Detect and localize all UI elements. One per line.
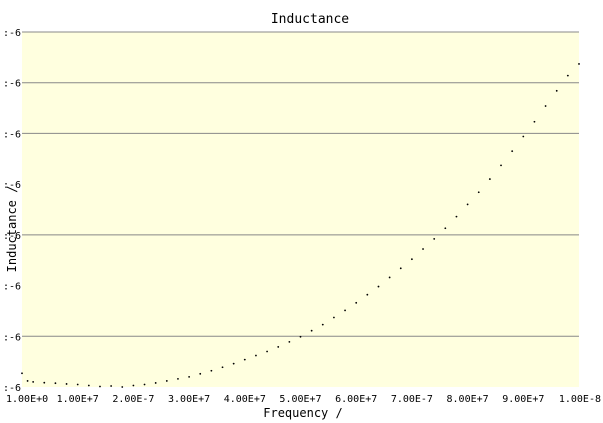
data-point: [299, 335, 302, 338]
data-point: [232, 362, 235, 365]
data-point: [32, 381, 35, 383]
data-point: [566, 74, 569, 77]
x-tick-label: 8.00E+7: [447, 394, 489, 405]
data-point: [199, 372, 202, 375]
data-point: [87, 384, 90, 387]
data-point: [321, 323, 324, 326]
x-tick-labels: 1.00E+0 1.00E+7 2.00E-7 3.00E+7 4.00E+7 5.00E…: [6, 394, 601, 405]
y-tick-label: :-6: [3, 282, 21, 293]
data-point: [26, 380, 29, 382]
data-point: [310, 329, 313, 332]
y-tick-label: :-6: [3, 129, 21, 140]
data-point: [511, 150, 514, 153]
data-point: [54, 382, 57, 385]
data-point: [132, 384, 135, 387]
data-point: [210, 369, 213, 372]
data-point: [277, 346, 280, 348]
data-point: [500, 164, 502, 167]
x-tick-label: 1.00E+7: [57, 394, 99, 405]
plot-area: [22, 32, 579, 387]
data-point: [444, 227, 447, 230]
data-point: [433, 238, 436, 240]
y-tick-labels: :-6 :-6 :-6 :-6 :-6 :-6 :-6 :-6: [3, 28, 21, 394]
data-point: [121, 386, 124, 388]
data-point: [110, 385, 113, 387]
data-point: [466, 203, 469, 206]
x-tick-label: 6.00E+7: [335, 394, 377, 405]
data-point: [522, 135, 525, 138]
data-point: [422, 248, 424, 250]
data-point: [243, 358, 246, 361]
data-point: [477, 191, 480, 194]
data-point: [377, 285, 380, 288]
y-tick-label: :-6: [3, 180, 21, 191]
data-point: [555, 89, 558, 92]
data-point: [533, 120, 536, 123]
x-tick-label: 7.00E-7: [391, 394, 433, 405]
y-tick-label: :-6: [3, 28, 21, 39]
x-tick-label: 1.00E-8: [559, 394, 601, 405]
data-point: [255, 354, 257, 357]
data-point: [154, 382, 157, 384]
x-axis-label: Frequency /: [263, 406, 342, 420]
data-point: [165, 380, 168, 382]
data-point: [221, 366, 224, 369]
y-tick-label: :-6: [3, 231, 21, 242]
data-point: [399, 267, 402, 270]
data-point: [43, 381, 46, 384]
gridlines: [22, 31, 579, 337]
y-tick-label: :-6: [3, 79, 21, 90]
data-point: [388, 276, 391, 279]
data-point: [578, 63, 580, 65]
x-tick-label: 3.00E+7: [168, 394, 210, 405]
y-tick-label: :-6: [3, 332, 21, 343]
data-point: [21, 372, 23, 375]
data-point: [266, 350, 268, 353]
data-point: [65, 383, 68, 385]
data-point: [455, 215, 458, 218]
data-point: [544, 105, 547, 107]
data-point: [355, 301, 358, 304]
data-point: [76, 383, 79, 386]
data-point: [188, 375, 191, 378]
x-tick-label: 1.00E+0: [6, 394, 48, 405]
data-point: [344, 309, 346, 312]
data-point: [143, 383, 146, 386]
data-point: [99, 385, 101, 388]
y-axis-label: Inductance /: [5, 186, 19, 273]
data-points: [21, 63, 580, 388]
chart-title: Inductance: [271, 12, 349, 27]
y-tick-label: :-6: [3, 383, 21, 394]
data-point: [488, 178, 491, 180]
x-tick-label: 4.00E+7: [224, 394, 266, 405]
x-tick-label: 9.00E+7: [502, 394, 544, 405]
data-point: [177, 377, 179, 380]
x-tick-label: 5.00E+7: [279, 394, 321, 405]
data-point: [411, 258, 413, 261]
x-tick-label: 2.00E-7: [112, 394, 154, 405]
data-point: [366, 293, 369, 296]
data-point: [288, 340, 291, 343]
data-point: [333, 316, 335, 319]
